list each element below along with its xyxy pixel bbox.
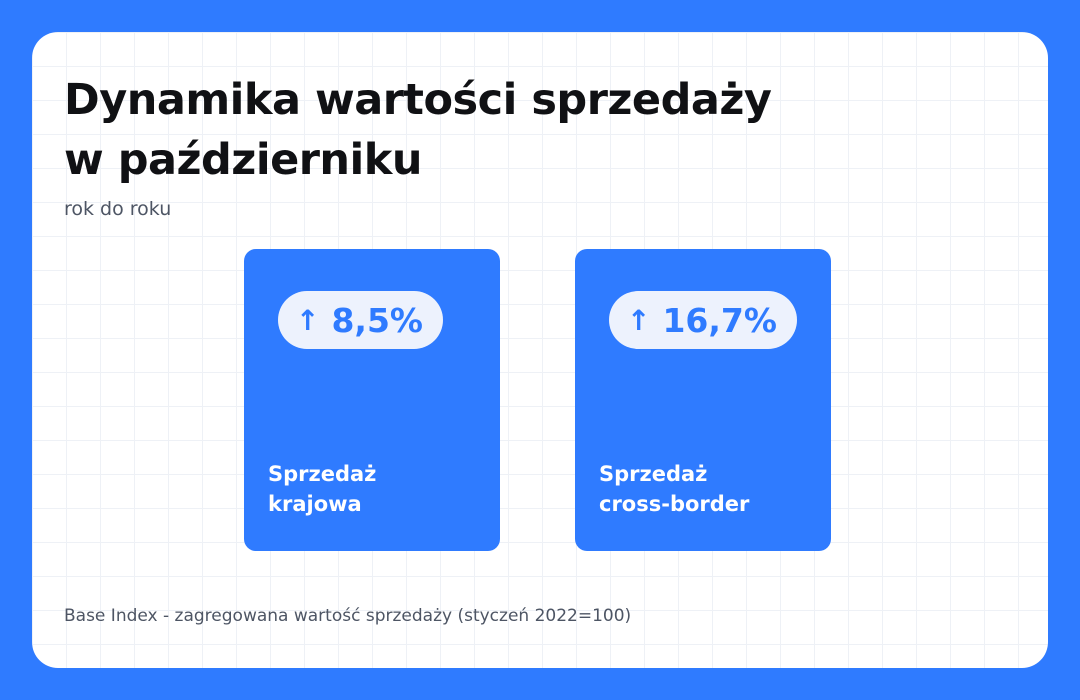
stat-label: Sprzedaż krajowa (268, 459, 376, 519)
stat-card-cross-border: ↑ 16,7% Sprzedaż cross-border (575, 249, 831, 551)
title-line-2: w październiku (64, 135, 423, 185)
infographic-card: Dynamika wartości sprzedaży w październi… (32, 32, 1048, 668)
arrow-up-icon: ↑ (296, 303, 320, 337)
arrow-up-icon: ↑ (627, 303, 651, 337)
title-line-1: Dynamika wartości sprzedaży (64, 75, 772, 125)
stat-label: Sprzedaż cross-border (599, 459, 749, 519)
page-title: Dynamika wartości sprzedaży w październi… (64, 70, 964, 190)
subtitle: rok do roku (64, 198, 172, 220)
stat-label-line-2: krajowa (268, 492, 362, 516)
growth-value: 16,7% (662, 300, 777, 340)
stat-label-line-2: cross-border (599, 492, 750, 516)
stat-label-line-1: Sprzedaż (268, 462, 377, 486)
growth-badge: ↑ 8,5% (278, 291, 443, 349)
footnote: Base Index - zagregowana wartość sprzeda… (64, 606, 632, 626)
stat-label-line-1: Sprzedaż (599, 462, 708, 486)
stat-card-domestic: ↑ 8,5% Sprzedaż krajowa (244, 249, 500, 551)
growth-badge: ↑ 16,7% (609, 291, 797, 349)
growth-value: 8,5% (331, 300, 423, 340)
